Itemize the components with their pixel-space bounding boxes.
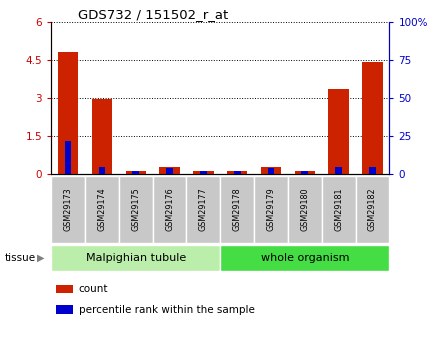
- Bar: [186, 176, 220, 243]
- Text: whole organism: whole organism: [261, 253, 349, 263]
- Bar: [220, 176, 254, 243]
- Text: count: count: [78, 284, 108, 294]
- Text: tissue: tissue: [4, 253, 36, 263]
- Text: GSM29182: GSM29182: [368, 188, 377, 231]
- Bar: [153, 176, 186, 243]
- Bar: [85, 176, 119, 243]
- Bar: [125, 171, 146, 174]
- Bar: [119, 176, 153, 243]
- Text: GSM29177: GSM29177: [199, 188, 208, 231]
- Text: Malpighian tubule: Malpighian tubule: [85, 253, 186, 263]
- Bar: [328, 89, 349, 174]
- Bar: [98, 167, 105, 174]
- Bar: [65, 141, 72, 174]
- Text: percentile rank within the sample: percentile rank within the sample: [78, 305, 255, 315]
- Bar: [267, 168, 275, 174]
- Text: GSM29179: GSM29179: [267, 188, 275, 231]
- Bar: [322, 176, 356, 243]
- Bar: [356, 176, 389, 243]
- Bar: [58, 51, 78, 174]
- Bar: [51, 176, 85, 243]
- Bar: [362, 62, 383, 174]
- Bar: [200, 171, 207, 174]
- Bar: [166, 168, 173, 174]
- Bar: [56, 305, 73, 314]
- Bar: [288, 176, 322, 243]
- Text: GSM29175: GSM29175: [131, 188, 140, 231]
- Bar: [335, 167, 342, 174]
- Text: GSM29180: GSM29180: [300, 188, 309, 231]
- Bar: [220, 245, 389, 271]
- Text: GSM29176: GSM29176: [165, 188, 174, 231]
- Bar: [51, 245, 220, 271]
- Text: GSM29173: GSM29173: [64, 188, 73, 231]
- Bar: [56, 285, 73, 293]
- Bar: [301, 171, 308, 174]
- Bar: [159, 167, 180, 174]
- Text: ▶: ▶: [36, 253, 44, 263]
- Text: GSM29174: GSM29174: [97, 188, 106, 231]
- Bar: [132, 171, 139, 174]
- Bar: [92, 99, 112, 174]
- Text: GSM29181: GSM29181: [334, 188, 343, 231]
- Text: GSM29178: GSM29178: [233, 188, 242, 231]
- Text: GDS732 / 151502_r_at: GDS732 / 151502_r_at: [78, 8, 228, 21]
- Bar: [254, 176, 288, 243]
- Bar: [295, 171, 315, 174]
- Bar: [261, 167, 281, 174]
- Bar: [234, 171, 241, 174]
- Bar: [369, 167, 376, 174]
- Bar: [193, 171, 214, 174]
- Bar: [227, 171, 247, 174]
